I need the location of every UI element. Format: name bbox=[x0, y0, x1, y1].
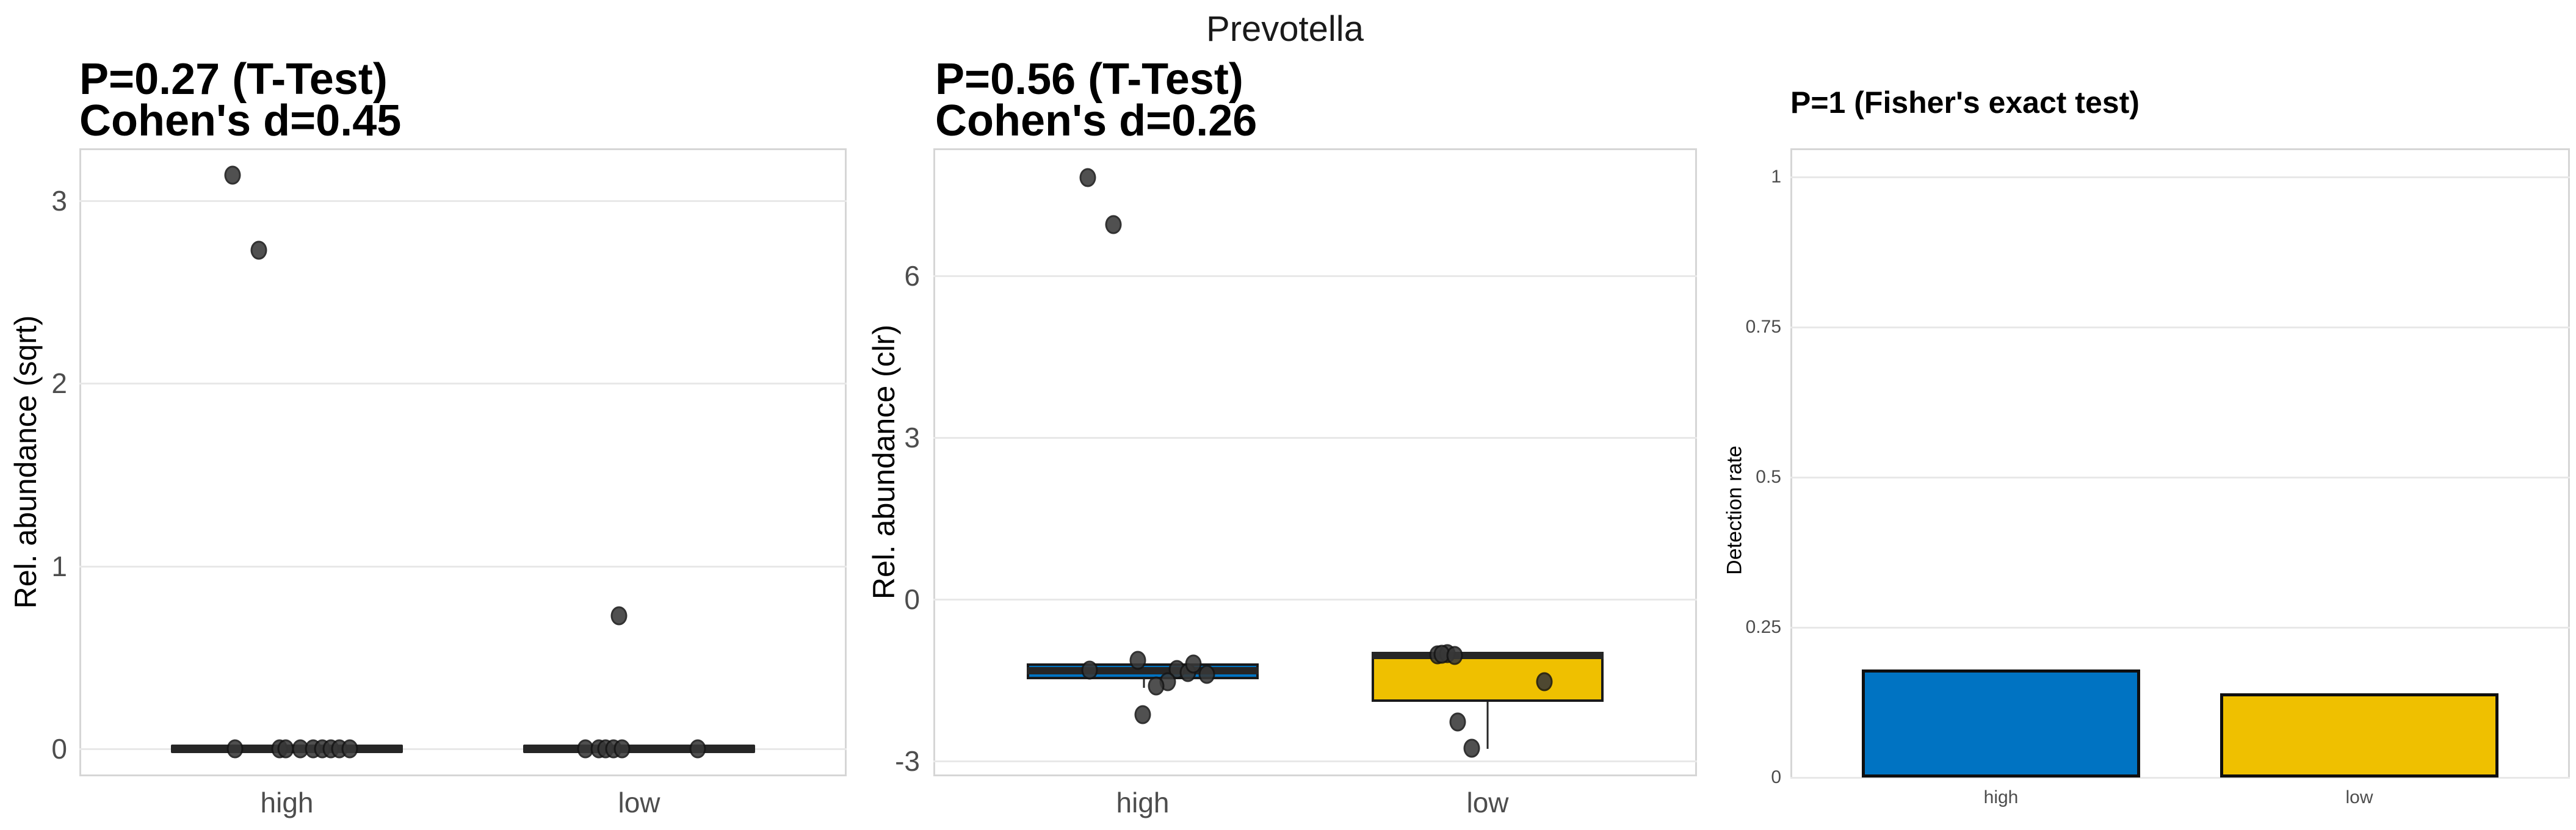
data-point bbox=[1148, 676, 1165, 696]
data-point bbox=[277, 739, 294, 759]
y-tick-detection-rate-0.5: 0.5 bbox=[1756, 467, 1781, 487]
data-point bbox=[1449, 712, 1466, 732]
gridline-rel-abundance-sqrt-2 bbox=[79, 383, 847, 385]
y-tick-rel-abundance-clr-6: 6 bbox=[904, 260, 920, 292]
gridline-rel-abundance-clr--3 bbox=[933, 760, 1697, 762]
boxplot-median-low bbox=[1372, 652, 1604, 660]
gridline-rel-abundance-sqrt-0 bbox=[79, 748, 847, 750]
panel-title-clr: P=0.56 (T-Test) Cohen's d=0.26 bbox=[935, 55, 1257, 145]
y-axis-title-clr: Rel. abundance (clr) bbox=[867, 324, 901, 600]
bar-high bbox=[1862, 669, 2140, 778]
panel-title-clr-line2: Cohen's d=0.26 bbox=[935, 96, 1257, 145]
x-label-rel-abundance-clr-high: high bbox=[1116, 787, 1170, 818]
figure-title: Prevotella bbox=[1206, 9, 1364, 49]
gridline-rel-abundance-clr-6 bbox=[933, 275, 1697, 278]
data-point bbox=[613, 739, 631, 759]
whisker bbox=[1143, 679, 1145, 688]
x-label-rel-abundance-sqrt-low: low bbox=[618, 787, 660, 818]
y-tick-rel-abundance-clr--3: -3 bbox=[895, 745, 920, 777]
data-point bbox=[1134, 705, 1151, 724]
panel-title-detection-line1: P=1 (Fisher's exact test) bbox=[1790, 85, 2140, 120]
y-tick-rel-abundance-clr-3: 3 bbox=[904, 422, 920, 454]
data-point bbox=[1446, 646, 1463, 665]
panel-title-sqrt-line1: P=0.27 (T-Test) bbox=[79, 55, 388, 104]
data-point bbox=[226, 739, 244, 759]
y-tick-detection-rate-0: 0 bbox=[1771, 767, 1781, 787]
data-point bbox=[1463, 738, 1480, 758]
y-tick-detection-rate-1: 1 bbox=[1771, 167, 1781, 187]
panel-title-sqrt-line2: Cohen's d=0.45 bbox=[79, 96, 402, 145]
gridline-detection-rate-0.25 bbox=[1790, 627, 2570, 629]
data-point bbox=[341, 739, 358, 759]
data-point bbox=[1198, 665, 1215, 684]
x-label-rel-abundance-sqrt-high: high bbox=[260, 787, 314, 818]
y-tick-detection-rate-0.75: 0.75 bbox=[1745, 317, 1781, 337]
y-axis-title-sqrt: Rel. abundance (sqrt) bbox=[9, 315, 43, 609]
data-point bbox=[1105, 215, 1122, 234]
data-point bbox=[1129, 651, 1146, 670]
gridline-detection-rate-1 bbox=[1790, 176, 2570, 178]
data-point bbox=[1079, 168, 1096, 187]
data-point bbox=[610, 606, 628, 625]
plot-panel-rel-abundance-sqrt bbox=[79, 148, 847, 776]
y-tick-rel-abundance-sqrt-0: 0 bbox=[51, 733, 67, 765]
y-tick-rel-abundance-sqrt-1: 1 bbox=[51, 550, 67, 582]
x-label-detection-rate-low: low bbox=[2345, 787, 2373, 807]
gridline-detection-rate-0.75 bbox=[1790, 327, 2570, 328]
gridline-rel-abundance-clr-0 bbox=[933, 599, 1697, 601]
data-point bbox=[250, 240, 267, 260]
y-axis-title-detection: Detection rate bbox=[1723, 446, 1746, 575]
x-label-detection-rate-high: high bbox=[1983, 787, 2019, 807]
bar-low bbox=[2220, 693, 2498, 778]
data-point bbox=[689, 739, 706, 759]
gridline-rel-abundance-sqrt-1 bbox=[79, 565, 847, 568]
panel-title-detection: P=1 (Fisher's exact test) bbox=[1790, 85, 2140, 120]
median-line bbox=[523, 745, 755, 753]
panel-title-clr-line1: P=0.56 (T-Test) bbox=[935, 55, 1243, 104]
y-tick-rel-abundance-sqrt-2: 2 bbox=[51, 367, 67, 400]
y-tick-rel-abundance-clr-0: 0 bbox=[904, 583, 920, 615]
y-tick-detection-rate-0.25: 0.25 bbox=[1745, 617, 1781, 637]
boxplot-box-low bbox=[1372, 654, 1604, 702]
gridline-detection-rate-0.5 bbox=[1790, 477, 2570, 478]
gridline-detection-rate-0 bbox=[1790, 777, 2570, 779]
data-point bbox=[1536, 672, 1553, 691]
whisker bbox=[1486, 701, 1489, 749]
gridline-rel-abundance-clr-3 bbox=[933, 437, 1697, 439]
y-tick-rel-abundance-sqrt-3: 3 bbox=[51, 185, 67, 217]
data-point bbox=[1081, 660, 1098, 680]
gridline-rel-abundance-sqrt-3 bbox=[79, 200, 847, 203]
panel-title-sqrt: P=0.27 (T-Test) Cohen's d=0.45 bbox=[79, 55, 402, 145]
boxplot-median-high bbox=[1027, 666, 1259, 674]
data-point bbox=[224, 165, 241, 185]
x-label-rel-abundance-clr-low: low bbox=[1466, 787, 1509, 818]
